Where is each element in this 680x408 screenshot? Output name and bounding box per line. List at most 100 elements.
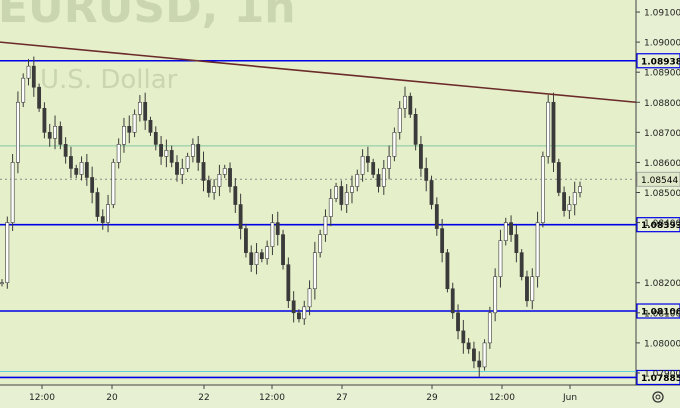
time-tick-label: 20 [106,393,118,403]
candle-body [509,222,513,235]
level-price-tag-label: 1.08106 [641,308,680,318]
level-price-tag [636,53,680,69]
plot-area [0,0,636,385]
candle-body [254,252,259,265]
watermark-description: U.S. Dollar [40,65,178,95]
price-tick-label: 1.08100 [644,309,680,319]
candle-body [546,101,551,157]
current-price-tag-label: 1.08544 [641,176,678,186]
candle-body [275,222,280,235]
candle-body [514,234,519,253]
price-axis-labels: 1.09100 1.09000 1.08900 1.08800 1.08700 1.086… [636,9,680,379]
candle-body [408,95,413,115]
candle-body [355,174,360,187]
price-tick-label: 1.08900 [644,69,680,79]
level-price-tag-label: 1.07885 [641,374,680,384]
candle-body [392,132,397,157]
candle-body [159,144,163,157]
candle-body [233,186,238,205]
candle-body [456,312,460,332]
candle-body [26,65,31,79]
candle-body [344,192,349,205]
candle-body [100,216,105,223]
candle-body [164,150,169,157]
candle-body [498,240,503,278]
candle-body [472,348,476,362]
candle-body [16,101,20,163]
candle-body [556,162,561,193]
candle-body [185,156,190,169]
candle-body [461,330,466,344]
candle-body [127,126,132,133]
candle-body [137,101,142,115]
candle-body [47,132,52,139]
candle-body [90,177,95,193]
candle-body [10,162,15,223]
candle-body [5,222,10,284]
level-price-tag [636,217,680,233]
candle-body [21,77,26,103]
price-tick-label: 1.08800 [644,99,680,109]
candle-body [312,252,317,290]
candle-body [153,132,158,145]
candle-body [307,288,312,308]
candle-body [58,126,63,145]
time-tick-label: 29 [426,393,438,403]
candle-body [323,216,328,235]
candle-body [228,168,232,187]
candle-body [440,228,445,253]
candle-body [419,144,423,169]
candle-body [222,168,227,175]
candle-body [540,156,545,223]
price-tick-label: 1.09100 [644,9,680,19]
candle-body [413,113,418,145]
trend-line [0,41,637,104]
candle-body [503,222,508,241]
candle-body [487,312,492,344]
candle-body [244,228,248,253]
candle-body [116,144,121,163]
candle-body [429,180,434,205]
candle-body [201,162,206,181]
candle-body [477,360,482,368]
candle-body [334,186,338,199]
candle-body [42,107,47,133]
candle-body [53,126,57,139]
candle-body [365,156,370,163]
overlays-layer: 1.08938 1.08393 1.08106 1.07885 1.08544 [0,41,680,386]
candle-body [350,186,354,193]
candle-body [281,234,285,265]
price-tick-label: 1.08500 [644,189,680,199]
time-tick-label: Jun [562,393,577,403]
candle-body [291,300,296,314]
candle-body [249,252,254,265]
candle-body [535,222,540,278]
candle-body [286,264,291,302]
candle-body [434,204,439,229]
candle-body [328,198,333,217]
time-axis [0,385,680,408]
candle-body [212,186,217,193]
candle-body [302,306,307,320]
candle-body [206,180,211,193]
candle-body [387,156,392,169]
candle-body [74,168,79,175]
candle-body [397,107,402,133]
candle-body [530,276,535,302]
candle-body [95,192,100,217]
candle-body [190,144,195,157]
price-tick-label: 1.08000 [644,339,680,349]
candle-body [270,222,275,247]
candle-body [84,162,89,178]
candle-body [297,312,301,320]
gear-icon[interactable] [652,391,664,403]
candle-body [360,156,365,175]
levels-layer [0,59,636,379]
candle-body [562,192,566,211]
candle-body [318,234,323,253]
candle-body [482,342,487,368]
candle-body [371,162,376,175]
candle-body [376,174,381,187]
time-tick-label: 12:00 [489,393,515,403]
